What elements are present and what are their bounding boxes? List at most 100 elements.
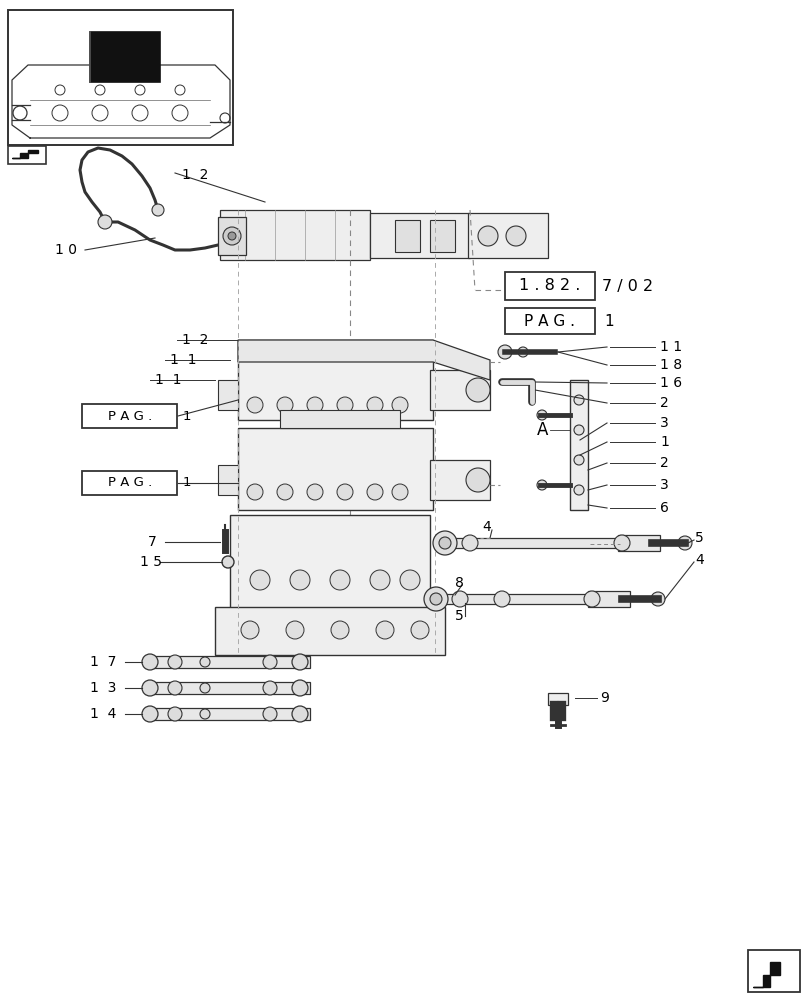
Circle shape [613, 535, 629, 551]
Bar [90, 32, 160, 82]
Bar [504, 308, 594, 334]
Circle shape [517, 347, 527, 357]
Bar [82, 471, 177, 495]
Text: 1  7: 1 7 [90, 655, 116, 669]
Circle shape [370, 570, 389, 590]
Circle shape [677, 536, 691, 550]
Text: 7: 7 [148, 535, 157, 549]
Circle shape [200, 683, 210, 693]
Circle shape [400, 570, 419, 590]
Polygon shape [617, 535, 659, 551]
Text: 2: 2 [659, 456, 668, 470]
Circle shape [200, 657, 210, 667]
Circle shape [505, 226, 526, 246]
Circle shape [478, 226, 497, 246]
Circle shape [168, 655, 182, 669]
Bar [394, 220, 419, 252]
Text: 8: 8 [454, 576, 463, 590]
Circle shape [221, 556, 234, 568]
Text: P A G .: P A G . [524, 314, 575, 328]
Text: 1 6: 1 6 [659, 376, 681, 390]
Circle shape [430, 593, 441, 605]
Polygon shape [238, 340, 489, 380]
Circle shape [367, 397, 383, 413]
Circle shape [263, 681, 277, 695]
Circle shape [263, 655, 277, 669]
Bar [280, 410, 400, 428]
Bar [467, 213, 547, 258]
Text: 1 . 8 2 .: 1 . 8 2 . [519, 278, 580, 294]
Circle shape [337, 484, 353, 500]
Circle shape [223, 227, 241, 245]
Text: 3: 3 [659, 416, 668, 430]
Circle shape [466, 378, 489, 402]
Circle shape [392, 484, 407, 500]
Text: 2: 2 [659, 396, 668, 410]
Text: 1  2: 1 2 [182, 168, 208, 182]
Circle shape [466, 468, 489, 492]
Text: 4: 4 [694, 553, 703, 567]
Circle shape [536, 410, 547, 420]
Text: 1 1: 1 1 [659, 340, 681, 354]
Circle shape [423, 587, 448, 611]
Bar [8, 10, 233, 145]
Polygon shape [148, 682, 310, 694]
Circle shape [292, 680, 307, 696]
Polygon shape [440, 538, 629, 548]
Polygon shape [587, 591, 629, 607]
Circle shape [573, 395, 583, 405]
Polygon shape [148, 708, 310, 720]
Text: 4: 4 [482, 520, 490, 534]
Circle shape [439, 537, 450, 549]
Circle shape [573, 425, 583, 435]
Text: 1: 1 [182, 477, 191, 489]
Circle shape [247, 484, 263, 500]
Text: 5: 5 [694, 531, 703, 545]
Bar [747, 950, 799, 992]
Circle shape [410, 621, 428, 639]
Circle shape [142, 706, 158, 722]
Text: 1: 1 [182, 410, 191, 422]
Circle shape [200, 709, 210, 719]
Bar [230, 515, 430, 610]
Polygon shape [430, 594, 599, 604]
Text: P A G .: P A G . [108, 410, 152, 422]
Circle shape [331, 621, 349, 639]
Circle shape [228, 232, 236, 240]
Circle shape [241, 621, 259, 639]
Circle shape [142, 680, 158, 696]
Text: A: A [536, 421, 547, 439]
Circle shape [168, 707, 182, 721]
Polygon shape [12, 150, 38, 158]
Bar [504, 272, 594, 300]
Circle shape [461, 535, 478, 551]
Text: 1  3: 1 3 [90, 681, 116, 695]
Circle shape [307, 484, 323, 500]
Bar [430, 370, 489, 410]
Circle shape [292, 654, 307, 670]
Circle shape [285, 621, 303, 639]
Circle shape [536, 480, 547, 490]
Text: 1 0: 1 0 [55, 243, 77, 257]
Circle shape [168, 681, 182, 695]
Text: 3: 3 [659, 478, 668, 492]
Bar [217, 380, 238, 410]
Circle shape [277, 397, 293, 413]
Bar [82, 404, 177, 428]
Circle shape [367, 484, 383, 500]
Text: 1 5: 1 5 [139, 555, 162, 569]
Bar [547, 693, 568, 705]
Polygon shape [752, 962, 779, 987]
Bar [220, 210, 370, 260]
Circle shape [142, 654, 158, 670]
Circle shape [292, 706, 307, 722]
Circle shape [650, 592, 664, 606]
Circle shape [250, 570, 270, 590]
Circle shape [152, 204, 164, 216]
Bar [430, 220, 454, 252]
Text: 1  1: 1 1 [169, 353, 196, 367]
Circle shape [290, 570, 310, 590]
Text: 1: 1 [659, 435, 668, 449]
Text: 1 8: 1 8 [659, 358, 681, 372]
Circle shape [497, 345, 512, 359]
